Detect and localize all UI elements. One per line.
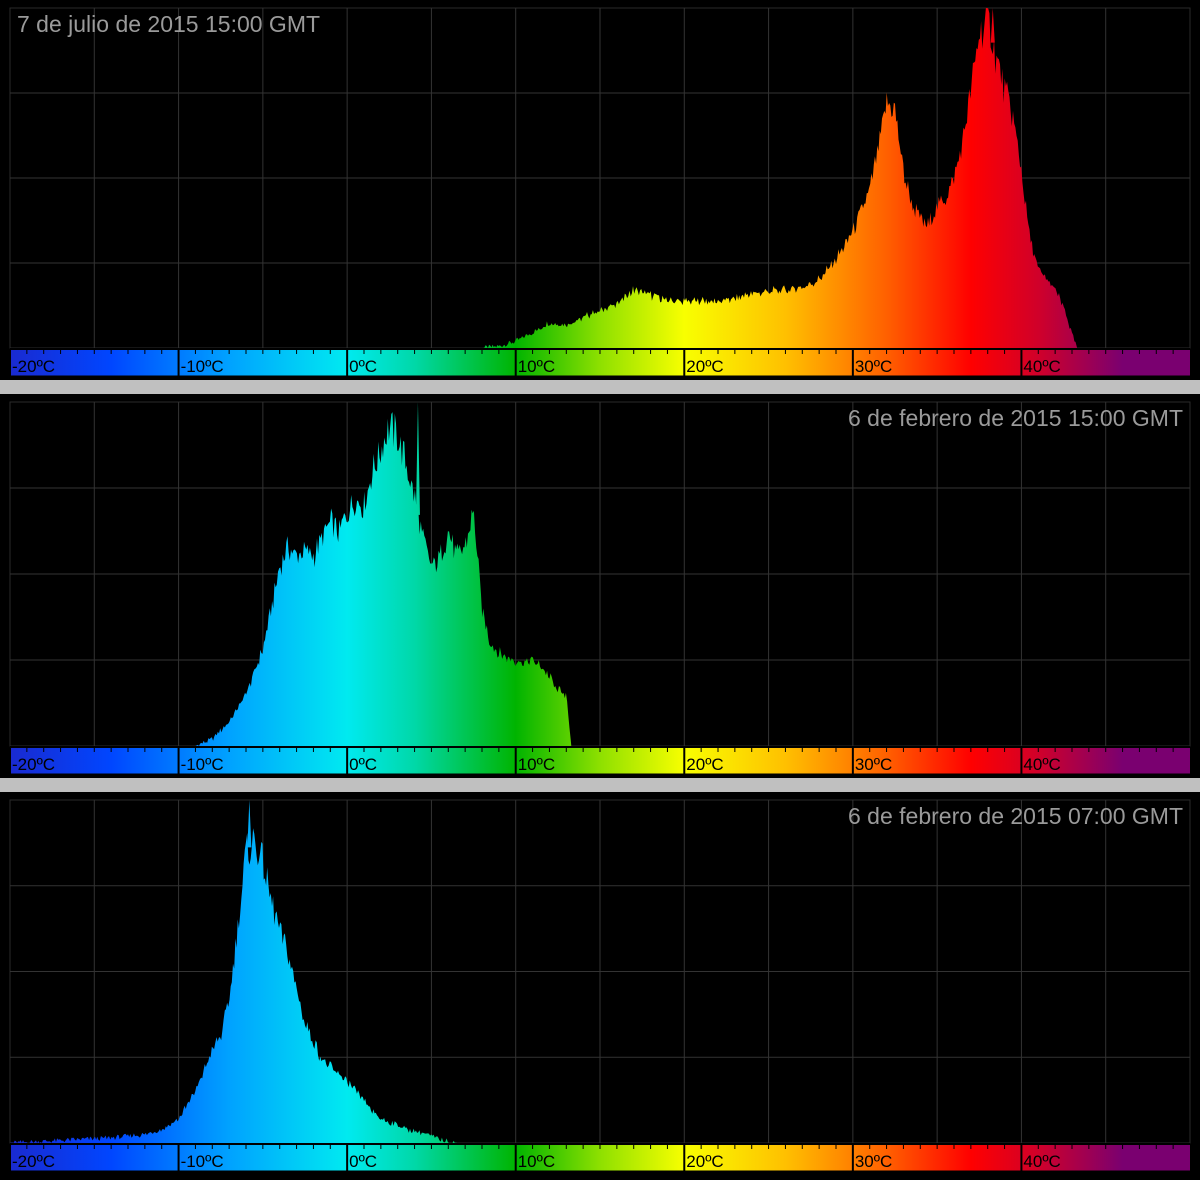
chart-title: 7 de julio de 2015 15:00 GMT — [17, 11, 320, 37]
histogram-area — [195, 412, 572, 746]
colorbar-tick-label: 20ºC — [686, 357, 723, 376]
colorbar-tick-label: 10ºC — [518, 357, 555, 376]
colorbar-tick-label: 20ºC — [686, 1152, 723, 1171]
colorbar-tick-label: -20ºC — [12, 357, 55, 376]
colorbar-tick-label: 10ºC — [518, 1152, 555, 1171]
chart-title: 6 de febrero de 2015 07:00 GMT — [848, 803, 1183, 829]
colorbar: -20ºC -10ºC 0ºC 10ºC 20ºC 30ºC 40ºC — [9, 746, 1190, 775]
histogram-chart-1: -20ºC -10ºC 0ºC 10ºC 20ºC 30ºC 40ºC 7 de julio … — [9, 7, 1191, 377]
colorbar-tick-label: 0ºC — [349, 1152, 377, 1171]
histogram-peak — [415, 402, 420, 515]
colorbar-tick-label: -20ºC — [12, 1152, 55, 1171]
colorbar-tick-label: 40ºC — [1023, 1152, 1060, 1171]
grid — [10, 800, 1190, 1143]
colorbar-tick-label: -20ºC — [12, 755, 55, 774]
colorbar-tick-label: 40ºC — [1023, 755, 1060, 774]
colorbar-tick-label: -10ºC — [181, 755, 224, 774]
colorbar: -20ºC -10ºC 0ºC 10ºC 20ºC 30ºC 40ºC — [9, 348, 1190, 377]
panel-separator-2 — [0, 778, 1200, 792]
colorbar-tick-label: -10ºC — [181, 357, 224, 376]
colorbar: -20ºC -10ºC 0ºC 10ºC 20ºC 30ºC 40ºC — [9, 1143, 1190, 1172]
histogram-chart-2: -20ºC -10ºC 0ºC 10ºC 20ºC 30ºC 40ºC 6 de febrer… — [9, 401, 1191, 775]
colorbar-tick-label: 0ºC — [349, 357, 377, 376]
histogram-peak — [247, 800, 252, 848]
histogram-panel-2: -20ºC -10ºC 0ºC 10ºC 20ºC 30ºC 40ºC 6 de febrer… — [0, 394, 1200, 778]
colorbar-tick-label: 20ºC — [686, 755, 723, 774]
colorbar-tick-label: 30ºC — [855, 1152, 892, 1171]
chart-title: 6 de febrero de 2015 15:00 GMT — [848, 405, 1183, 431]
panel-separator-1 — [0, 380, 1200, 394]
histogram-peak — [990, 8, 995, 43]
histogram-panel-3: -20ºC -10ºC 0ºC 10ºC 20ºC 30ºC 40ºC 6 de febrer… — [0, 792, 1200, 1175]
histogram-panel-1: -20ºC -10ºC 0ºC 10ºC 20ºC 30ºC 40ºC 7 de julio … — [0, 0, 1200, 380]
histogram-area — [10, 828, 457, 1143]
colorbar-tick-label: 0ºC — [349, 755, 377, 774]
histogram-area — [482, 8, 1078, 348]
colorbar-tick-label: -10ºC — [181, 1152, 224, 1171]
colorbar-tick-label: 30ºC — [855, 357, 892, 376]
colorbar-tick-label: 40ºC — [1023, 357, 1060, 376]
colorbar-tick-label: 30ºC — [855, 755, 892, 774]
colorbar-tick-label: 10ºC — [518, 755, 555, 774]
histogram-chart-3: -20ºC -10ºC 0ºC 10ºC 20ºC 30ºC 40ºC 6 de febrer… — [9, 799, 1191, 1172]
